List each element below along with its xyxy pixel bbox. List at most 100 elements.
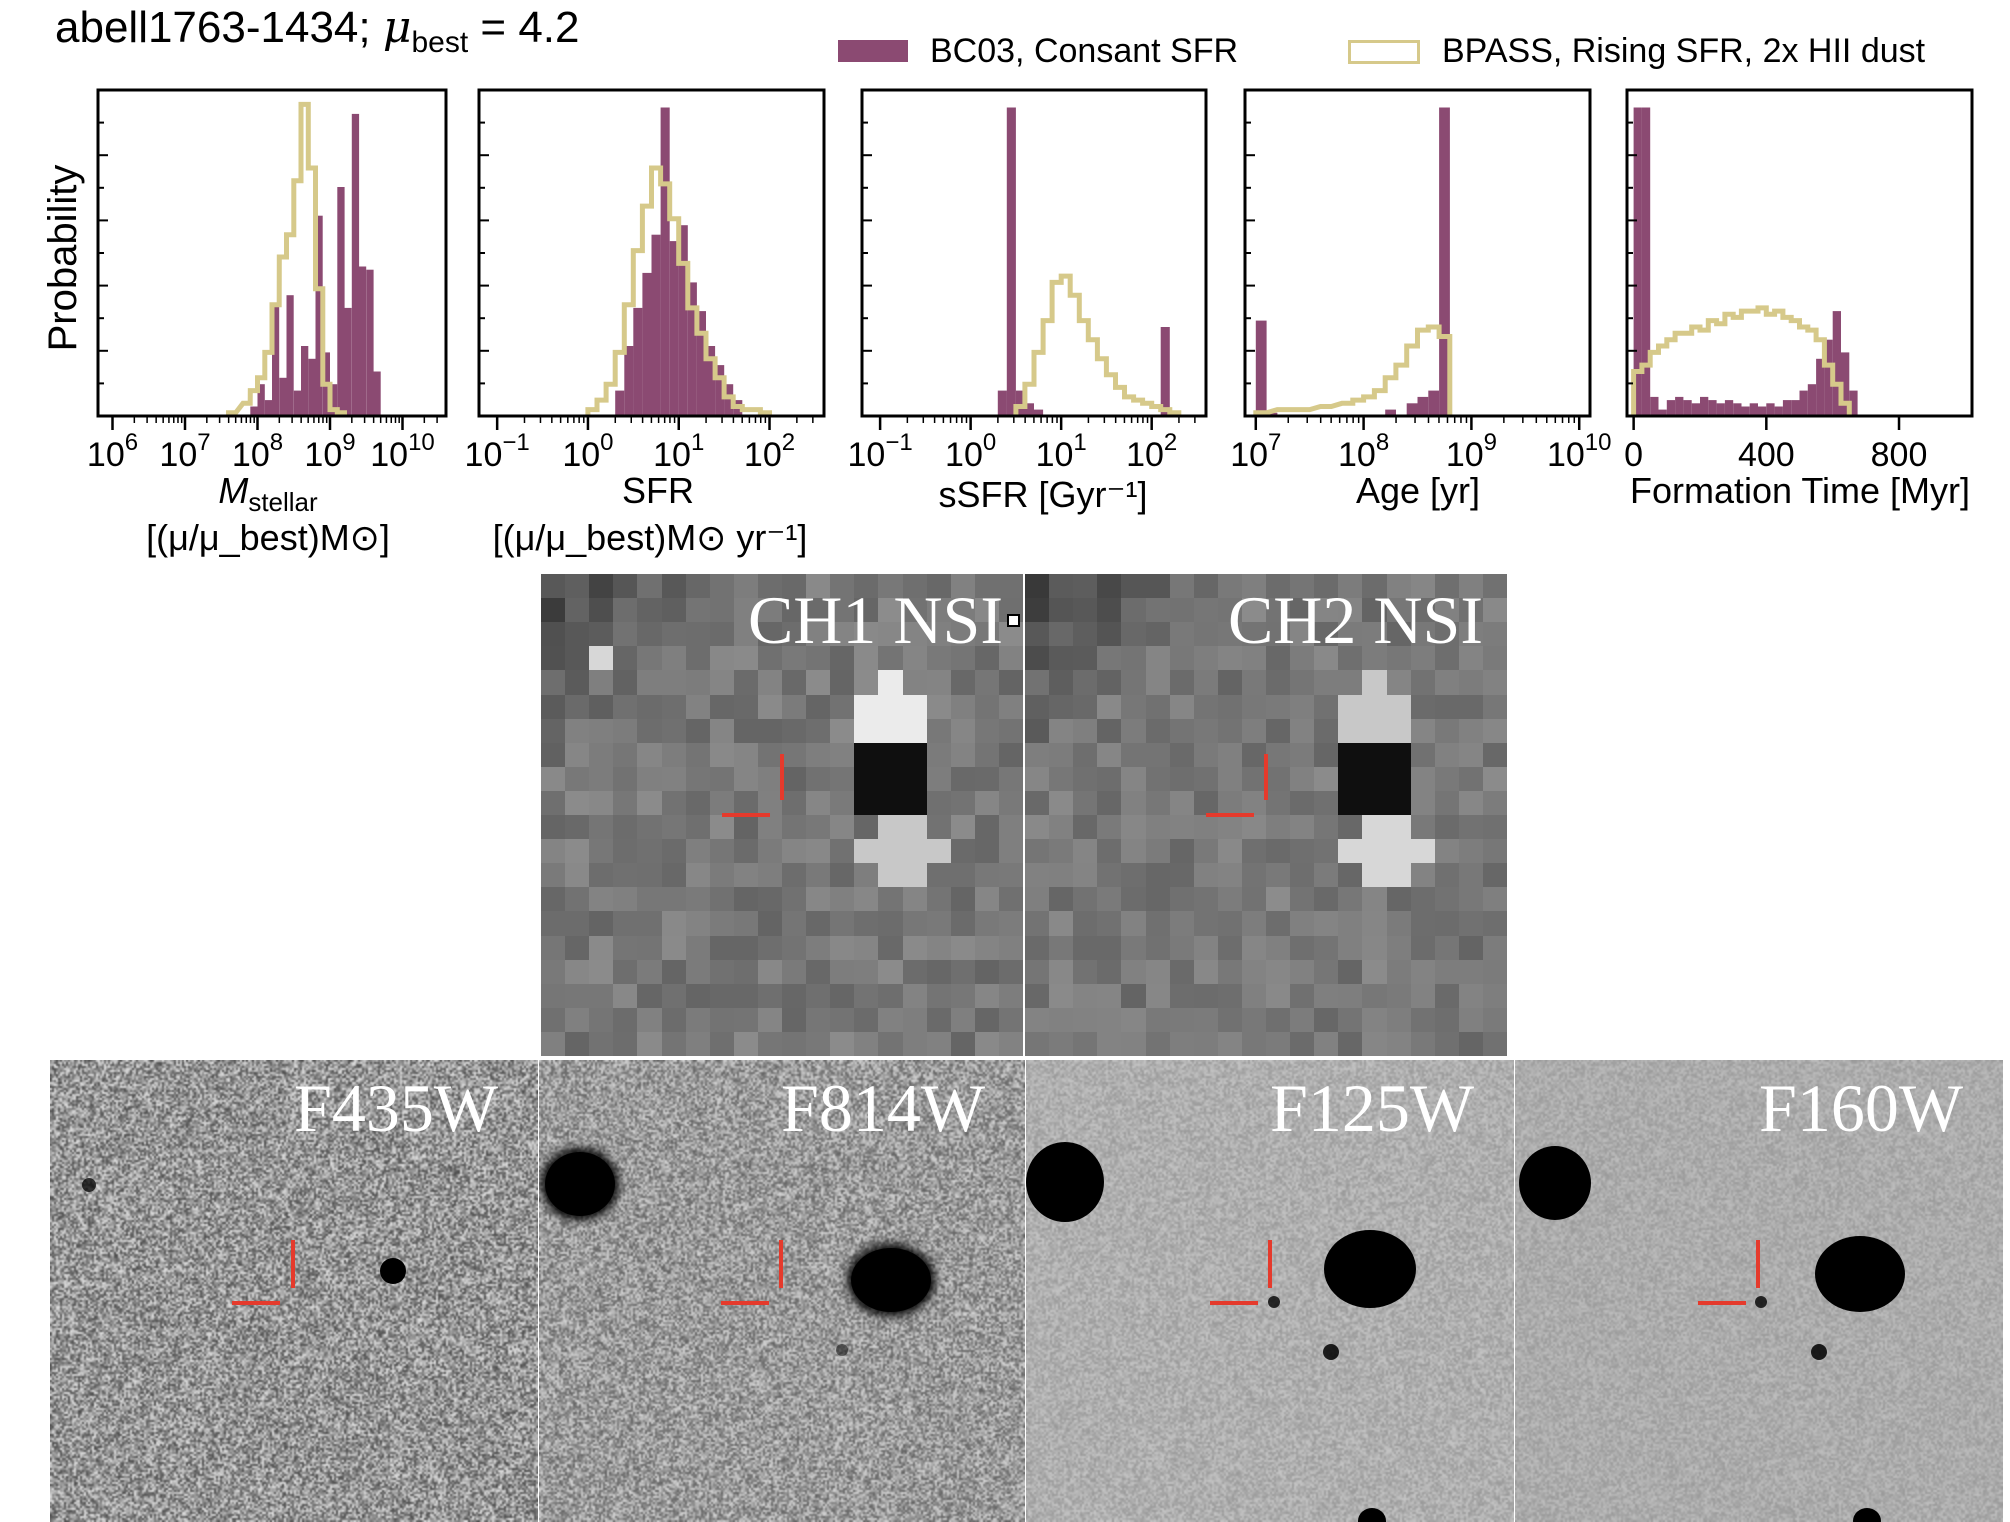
stamp-pixel [1194,960,1218,984]
stamp-pixel [1049,598,1073,622]
stamp-pixel [1338,743,1362,767]
stamp-pixel [1194,815,1218,839]
stamp-pixel [1194,574,1218,598]
tick-base: 10 [653,436,691,474]
panel-1-xtick-label: 1010 [370,429,435,474]
stamp-pixel [1025,863,1049,887]
stamp-f814w-label: F814W [781,1074,985,1142]
stamp-pixel [1387,984,1411,1008]
stamp-pixel [1266,791,1290,815]
stamp-pixel [1194,743,1218,767]
tick-base: 10 [744,436,782,474]
mstellar-sub: stellar [248,487,318,517]
stamp-pixel [1146,887,1170,911]
stamp-pixel [589,1008,613,1032]
stamp-pixel [1338,695,1362,719]
stamp-pixel [1146,936,1170,960]
stamp-pixel [975,960,999,984]
panel-5-xtick-label: 0 [1624,436,1643,474]
panel-2-xlabel-line2: [(μ/μ_best)M⊙ yr⁻¹] [493,517,808,558]
stamp-pixel [830,791,854,815]
stamp-pixel [1483,791,1507,815]
stamp-pixel [734,1032,758,1056]
stamp-pixel [1073,887,1097,911]
stamp-f435w-label: F435W [294,1074,498,1142]
source-blob [1324,1230,1416,1308]
stamp-pixel [999,839,1023,863]
panel-1-bar [265,400,272,416]
stamp-pixel [1194,839,1218,863]
stamp-pixel [1049,1008,1073,1032]
stamp-pixel [951,984,975,1008]
stamp-pixel [830,863,854,887]
panel-2-xlabel-line1: SFR [622,470,694,511]
stamp-pixel [1411,960,1435,984]
stamp-pixel [541,863,565,887]
panel-5-bar [1675,397,1683,416]
stamp-pixel [541,622,565,646]
stamp-pixel [1097,743,1121,767]
stamp-pixel [1242,1008,1266,1032]
stamp-pixel [758,767,782,791]
stamp-pixel [1049,887,1073,911]
stamp-pixel [662,960,686,984]
stamp-f160w-crosshair-h [1698,1301,1746,1305]
stamp-pixel [1483,815,1507,839]
panel-4-xtick-label: 1010 [1547,429,1612,474]
stamp-pixel [1483,887,1507,911]
stamp-pixel [1242,984,1266,1008]
stamp-pixel [1218,887,1242,911]
stamp-pixel [1266,911,1290,935]
stamp-pixel [1049,743,1073,767]
panel-1-bar [337,187,344,416]
stamp-pixel [1338,1008,1362,1032]
stamp-pixel [1483,574,1507,598]
stamp-pixel [734,719,758,743]
stamp-pixel [1121,984,1145,1008]
stamp-pixel [830,911,854,935]
stamp-pixel [878,960,902,984]
stamp-pixel [1073,1008,1097,1032]
stamp-pixel [782,695,806,719]
stamp-pixel [951,815,975,839]
stamp-pixel [1483,839,1507,863]
stamp-pixel [1290,960,1314,984]
stamp-pixel [878,911,902,935]
panel-1-xtick-label: 108 [232,429,283,474]
panel-1-xlabel-line2: [(μ/μ_best)M⊙] [146,517,390,558]
stamp-pixel [613,984,637,1008]
stamp-pixel [710,887,734,911]
source-blob [1026,1142,1104,1222]
stamp-pixel [1097,984,1121,1008]
tick-exponent: 2 [782,429,795,456]
stamp-pixel [1459,670,1483,694]
stamp-ch2-label: CH2 NSI [1228,586,1483,654]
stamp-pixel [1314,960,1338,984]
stamp-pixel [1025,936,1049,960]
stamp-pixel [1411,815,1435,839]
stamp-pixel [1483,767,1507,791]
stamp-pixel [613,719,637,743]
stamp-pixel [734,1008,758,1032]
stamp-pixel [1314,815,1338,839]
stamp-pixel [613,743,637,767]
stamp-pixel [1290,1032,1314,1056]
stamp-pixel [1218,863,1242,887]
stamp-pixel [854,815,878,839]
stamp-pixel [734,743,758,767]
stamp-pixel [565,791,589,815]
stamp-pixel [854,911,878,935]
stamp-pixel [951,887,975,911]
stamp-pixel [975,1008,999,1032]
stamp-pixel [541,911,565,935]
stamp-pixel [1194,670,1218,694]
panel-3-bar [998,391,1007,416]
stamp-pixel [710,911,734,935]
stamp-pixel [1025,743,1049,767]
stamp-pixel [637,622,661,646]
stamp-pixel [1146,670,1170,694]
stamp-pixel [1338,719,1362,743]
stamp-pixel [613,622,637,646]
stamp-pixel [1194,646,1218,670]
stamp-pixel [1411,863,1435,887]
